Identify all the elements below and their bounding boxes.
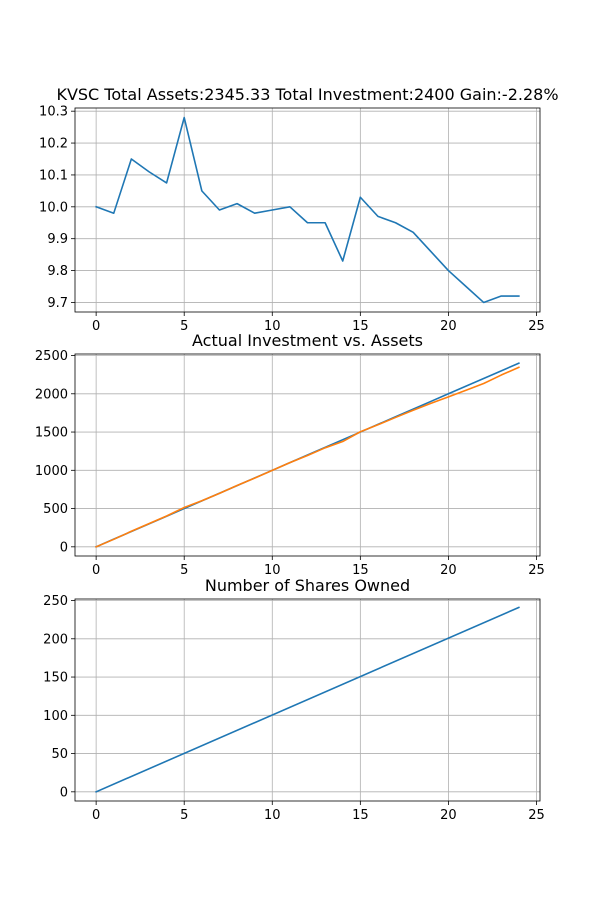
y-tick-label: 100 — [43, 709, 68, 724]
subplot-title: KVSC Total Assets:2345.33 Total Investme… — [56, 85, 558, 104]
x-tick-label: 20 — [440, 319, 457, 334]
series-line-1 — [95, 116, 520, 304]
y-tick-label: 10.0 — [39, 200, 68, 215]
series-line-2 — [95, 366, 520, 548]
y-tick-label: 9.7 — [47, 296, 68, 311]
x-tick-label: 0 — [92, 808, 100, 823]
y-tick-label: 10.3 — [39, 105, 68, 120]
y-tick-label: 50 — [51, 747, 68, 762]
y-tick-label: 0 — [60, 540, 68, 555]
x-tick-label: 20 — [440, 563, 457, 578]
y-tick-label: 2500 — [35, 349, 68, 364]
y-tick-label: 1500 — [35, 426, 68, 441]
y-tick-label: 10.1 — [39, 168, 68, 183]
x-tick-label: 25 — [528, 319, 545, 334]
y-tick-label: 2000 — [35, 387, 68, 402]
x-tick-label: 10 — [264, 319, 281, 334]
y-tick-label: 150 — [43, 671, 68, 686]
x-tick-label: 0 — [92, 563, 100, 578]
x-tick-label: 25 — [528, 808, 545, 823]
y-tick-label: 9.8 — [47, 264, 68, 279]
x-tick-label: 15 — [352, 808, 369, 823]
x-tick-label: 5 — [180, 319, 188, 334]
x-tick-label: 10 — [264, 563, 281, 578]
y-tick-label: 1000 — [35, 464, 68, 479]
subplot-1: 0 5 10 15 20 25 9.7 9.8 9.9 10.0 10.1 10.2 10.3KVSC … — [39, 85, 558, 334]
y-tick-label: 10.2 — [39, 137, 68, 152]
y-tick-label: 0 — [60, 785, 68, 800]
x-tick-label: 5 — [180, 808, 188, 823]
x-tick-label: 15 — [352, 319, 369, 334]
y-tick-label: 500 — [43, 502, 68, 517]
x-tick-label: 10 — [264, 808, 281, 823]
x-tick-label: 25 — [528, 563, 545, 578]
subplot-title: Number of Shares Owned — [205, 576, 410, 595]
x-tick-label: 0 — [92, 319, 100, 334]
y-tick-label: 9.9 — [47, 232, 68, 247]
y-tick-label: 250 — [43, 594, 68, 609]
x-tick-label: 5 — [180, 563, 188, 578]
axes-frame — [74, 107, 541, 313]
x-tick-label: 15 — [352, 563, 369, 578]
y-tick-label: 200 — [43, 632, 68, 647]
series-line-1 — [95, 606, 520, 793]
subplot-title: Actual Investment vs. Assets — [192, 331, 423, 350]
axes-frame — [74, 353, 541, 557]
subplot-2: 0 5 10 15 20 25 0 500 1000 1500 2000 2500 Actual Inv… — [35, 331, 545, 578]
x-tick-label: 20 — [440, 808, 457, 823]
axes-frame — [74, 598, 541, 802]
